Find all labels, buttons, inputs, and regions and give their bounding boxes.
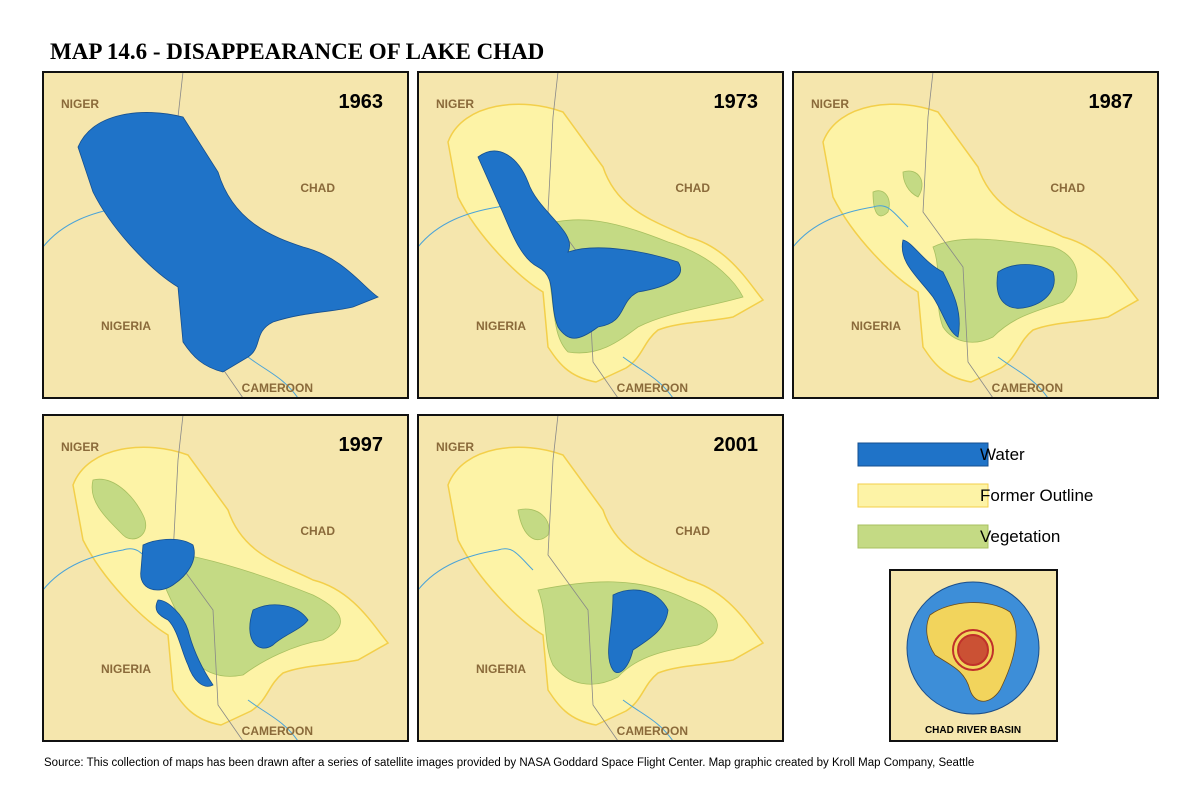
water	[608, 589, 669, 674]
panel-frame	[417, 71, 784, 399]
river	[792, 205, 909, 248]
country-label: NIGER	[436, 97, 474, 111]
map-panel: 2001 NIGER CHAD NIGERIA CAMEROON	[417, 414, 784, 742]
legend-swatch	[857, 524, 989, 549]
border	[547, 414, 619, 742]
river	[247, 699, 299, 742]
river	[417, 548, 534, 591]
water	[140, 538, 195, 591]
water	[77, 112, 379, 373]
year-label: 2001	[714, 434, 759, 456]
panel-frame	[792, 71, 1159, 399]
legend-label: Water	[980, 445, 1025, 464]
border	[172, 414, 244, 742]
vegetation	[517, 508, 550, 540]
panel-frame	[42, 71, 409, 399]
panel-frame	[417, 414, 784, 742]
vegetation	[902, 170, 923, 198]
vegetation	[91, 478, 146, 540]
title: MAP 14.6 - DISAPPEARANCE OF LAKE CHAD	[50, 39, 544, 64]
country-label: CHAD	[300, 181, 335, 195]
map-panel: 1973 NIGER CHAD NIGERIA CAMEROON	[417, 71, 784, 399]
country-label: CAMEROON	[617, 724, 688, 738]
legend-label: Former Outline	[980, 486, 1093, 505]
water	[901, 239, 960, 338]
river	[247, 356, 299, 399]
year-label: 1963	[339, 91, 384, 113]
country-label: CAMEROON	[992, 381, 1063, 395]
panel-frame	[42, 414, 409, 742]
map-panel: 1987 NIGER CHAD NIGERIA CAMEROON	[792, 71, 1159, 399]
source: Source: This collection of maps has been…	[44, 757, 974, 769]
country-label: NIGERIA	[476, 662, 526, 676]
inset: CHAD RIVER BASIN	[889, 569, 1058, 742]
water	[249, 604, 309, 649]
legend: Water Former Outline Vegetation	[857, 442, 1093, 549]
map-panel: 1963 NIGER CHAD NIGERIA CAMEROON	[42, 71, 409, 399]
water	[996, 264, 1055, 309]
river	[622, 356, 674, 399]
country-label: CHAD	[675, 181, 710, 195]
country-label: CAMEROON	[617, 381, 688, 395]
country-label: NIGER	[61, 440, 99, 454]
legend-swatch	[857, 442, 989, 467]
country-label: CHAD	[675, 524, 710, 538]
border	[922, 71, 994, 399]
country-label: CHAD	[1050, 181, 1085, 195]
water	[477, 150, 681, 339]
country-label: NIGERIA	[476, 319, 526, 333]
country-label: CAMEROON	[242, 724, 313, 738]
year-label: 1987	[1089, 91, 1134, 113]
river	[997, 356, 1049, 399]
country-label: NIGERIA	[851, 319, 901, 333]
year-label: 1997	[339, 434, 384, 456]
legend-swatch	[857, 483, 989, 508]
country-label: NIGER	[436, 440, 474, 454]
country-label: NIGER	[61, 97, 99, 111]
map-panel: 1997 NIGER CHAD NIGERIA CAMEROON	[42, 414, 409, 742]
year-label: 1973	[714, 91, 759, 113]
country-label: NIGER	[811, 97, 849, 111]
country-label: NIGERIA	[101, 662, 151, 676]
country-label: CHAD	[300, 524, 335, 538]
panels: 1963 NIGER CHAD NIGERIA CAMEROON 1973 NIGER CHA…	[42, 71, 1159, 742]
country-label: CAMEROON	[242, 381, 313, 395]
country-label: NIGERIA	[101, 319, 151, 333]
water	[155, 599, 214, 687]
inset-label: CHAD RIVER BASIN	[925, 725, 1021, 736]
legend-label: Vegetation	[980, 527, 1060, 546]
river	[622, 699, 674, 742]
